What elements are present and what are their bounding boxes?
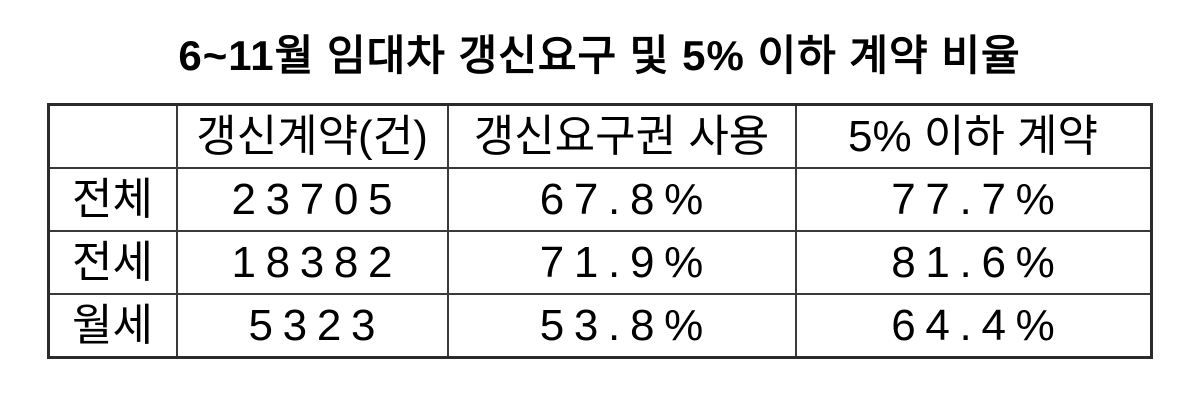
value-total-renewal-usage: 67.8% bbox=[446, 167, 797, 232]
table-row-jeonse: 전세 18382 71.9% 81.6% bbox=[47, 230, 1152, 295]
value-wolse-count: 5323 bbox=[175, 293, 449, 359]
table-row-total: 전체 23705 67.8% 77.7% bbox=[47, 167, 1152, 232]
header-cell-under-5pct-contracts: 5% 이하 계약 bbox=[794, 103, 1152, 169]
row-label-total: 전체 bbox=[47, 167, 178, 232]
value-total-count: 23705 bbox=[175, 167, 449, 232]
header-cell-renewal-right-usage: 갱신요구권 사용 bbox=[446, 103, 797, 169]
header-cell-renewal-contracts: 갱신계약(건) bbox=[175, 103, 449, 169]
data-table: 갱신계약(건) 갱신요구권 사용 5% 이하 계약 전체 23705 67.8%… bbox=[46, 103, 1153, 359]
row-label-jeonse: 전세 bbox=[47, 230, 178, 295]
header-cell-empty bbox=[47, 103, 178, 169]
page-title: 6~11월 임대차 갱신요구 및 5% 이하 계약 비율 bbox=[178, 32, 1021, 79]
value-jeonse-renewal-usage: 71.9% bbox=[446, 230, 797, 295]
table-row-wolse: 월세 5323 53.8% 64.4% bbox=[47, 293, 1152, 359]
value-jeonse-count: 18382 bbox=[175, 230, 449, 295]
row-label-wolse: 월세 bbox=[47, 293, 178, 359]
value-total-under-5pct: 77.7% bbox=[794, 167, 1152, 232]
value-wolse-under-5pct: 64.4% bbox=[794, 293, 1152, 359]
value-wolse-renewal-usage: 53.8% bbox=[446, 293, 797, 359]
value-jeonse-under-5pct: 81.6% bbox=[794, 230, 1152, 295]
table-header-row: 갱신계약(건) 갱신요구권 사용 5% 이하 계약 bbox=[47, 103, 1152, 169]
